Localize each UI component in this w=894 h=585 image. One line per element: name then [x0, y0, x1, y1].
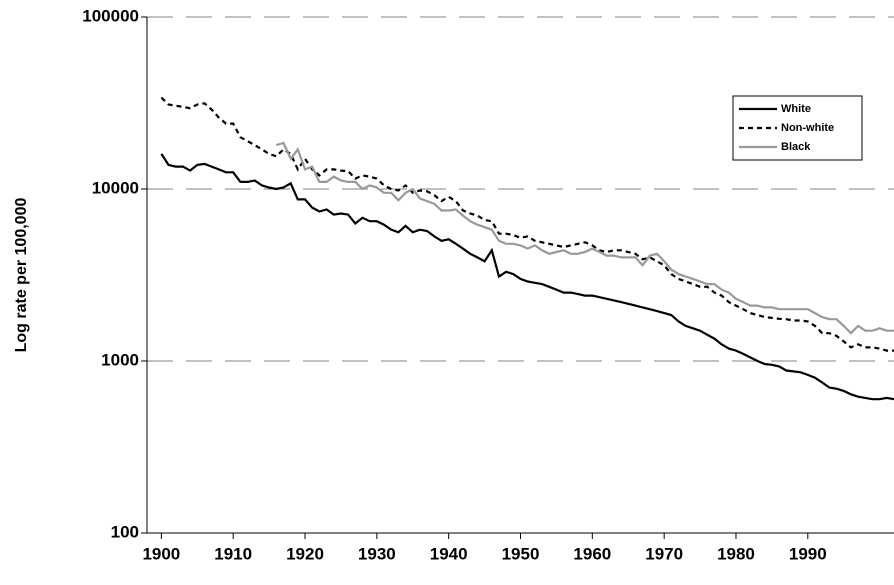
- x-tick-label: 1940: [430, 544, 468, 563]
- series-line: [160, 153, 894, 401]
- x-tick-label: 1910: [214, 544, 252, 563]
- y-tick-label: 100000: [82, 6, 139, 25]
- y-tick-label: 1000: [101, 350, 139, 369]
- x-tick-label: 1980: [717, 544, 755, 563]
- legend-label: Non-white: [781, 122, 834, 134]
- x-tick-label: 1970: [645, 544, 683, 563]
- y-axis-label: Log rate per 100,000: [13, 198, 30, 353]
- y-tick-label: 100: [111, 522, 139, 541]
- x-tick-label: 1960: [573, 544, 611, 563]
- x-tick-label: 1920: [286, 544, 324, 563]
- x-tick-label: 1990: [789, 544, 827, 563]
- y-tick-label: 10000: [92, 178, 139, 197]
- legend-label: White: [781, 103, 811, 115]
- series-line: [160, 96, 894, 352]
- legend-box: [732, 95, 863, 161]
- x-tick-label: 1930: [358, 544, 396, 563]
- x-tick-label: 1900: [142, 544, 180, 563]
- x-tick-label: 1950: [502, 544, 540, 563]
- legend-label: Black: [781, 141, 811, 153]
- series-line: [275, 141, 894, 335]
